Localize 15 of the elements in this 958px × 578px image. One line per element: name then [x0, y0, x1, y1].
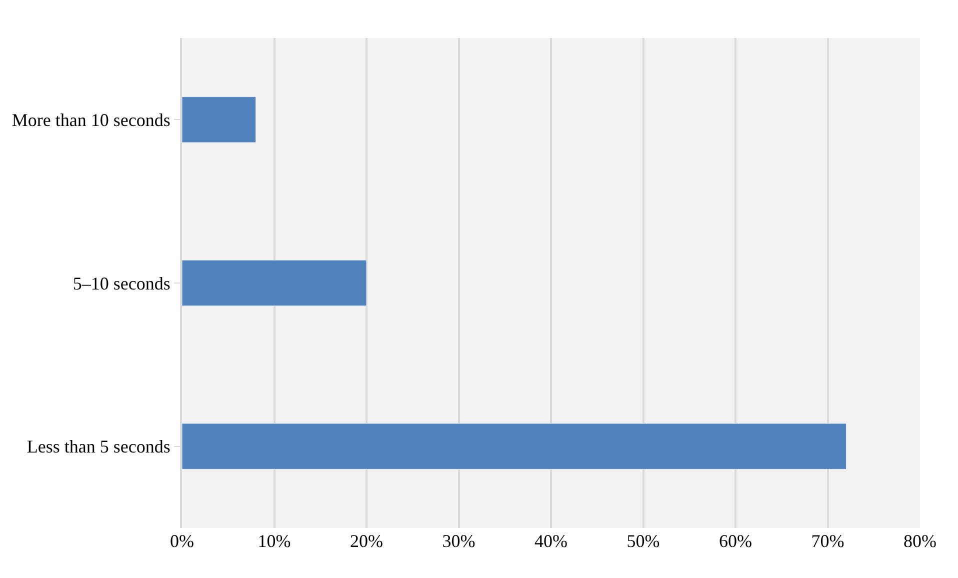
y-tick-label: Less than 5 seconds	[26, 436, 170, 457]
x-tick-label: 50%	[626, 531, 660, 551]
x-tick-label: 60%	[719, 531, 752, 551]
x-tick-label: 70%	[811, 531, 844, 551]
x-tick-label: 40%	[534, 531, 568, 551]
bar	[182, 96, 256, 143]
x-tick-label: 30%	[442, 531, 476, 551]
bar	[182, 423, 846, 470]
x-tick-label: 10%	[258, 531, 291, 551]
x-tick-label: 0%	[170, 531, 194, 551]
y-tick-label: More than 10 seconds	[12, 110, 170, 130]
x-tick-label: 80%	[904, 531, 936, 551]
y-tick-label: 5–10 seconds	[72, 273, 170, 294]
x-tick-label: 20%	[350, 531, 383, 551]
bar	[182, 260, 367, 306]
